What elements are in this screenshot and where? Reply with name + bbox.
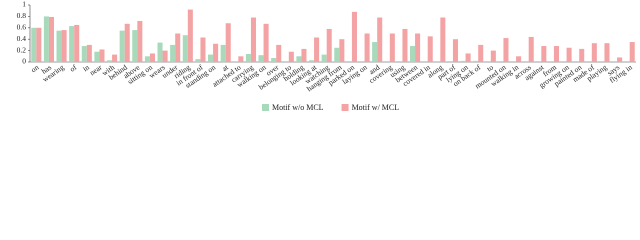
- bar: [36, 27, 42, 62]
- bar: [364, 33, 370, 62]
- bar: [200, 37, 206, 62]
- legend-label: Motif w/o MCL: [272, 103, 324, 112]
- bar: [225, 23, 231, 63]
- bar: [61, 30, 67, 62]
- bar: [579, 48, 585, 62]
- bar: [208, 54, 214, 62]
- bar: [288, 51, 294, 62]
- bar: [334, 47, 340, 62]
- bar: [460, 60, 466, 62]
- bar: [339, 39, 345, 62]
- bar: [452, 39, 458, 62]
- bar: [43, 16, 49, 62]
- bar: [321, 54, 327, 62]
- bar: [119, 30, 125, 62]
- bar: [157, 42, 163, 62]
- bar: [250, 17, 256, 62]
- bar: [112, 54, 118, 62]
- bar: [213, 43, 219, 62]
- bar: [503, 38, 509, 62]
- bar: [389, 33, 395, 62]
- y-tick-label: 0: [22, 57, 26, 66]
- legend: Motif w/o MCL Motif w/ MCL: [262, 103, 399, 112]
- y-tick-label: 0.2: [17, 45, 27, 54]
- bar: [427, 36, 433, 62]
- bar: [473, 60, 479, 62]
- bar: [48, 16, 54, 62]
- bar: [144, 56, 150, 62]
- bar: [410, 46, 416, 62]
- bar: [263, 23, 269, 63]
- bar: [107, 60, 113, 62]
- bar: [137, 20, 143, 62]
- x-tick-label: on: [29, 63, 41, 75]
- bar: [351, 11, 357, 62]
- bar: [553, 46, 559, 62]
- bar: [372, 42, 378, 62]
- bar: [74, 24, 80, 62]
- bar: [591, 43, 597, 62]
- bar: [465, 53, 471, 62]
- bar: [604, 43, 610, 62]
- bar: [516, 56, 522, 62]
- bar: [238, 56, 244, 62]
- bar: [245, 54, 251, 62]
- bar: [276, 44, 282, 62]
- bar: [86, 44, 92, 62]
- bar: [326, 28, 332, 62]
- bar: [187, 9, 193, 63]
- bar: [69, 26, 75, 62]
- y-tick-label: 0.6: [17, 23, 27, 32]
- bar: [175, 33, 181, 62]
- bar: [478, 44, 484, 62]
- bar: [170, 44, 176, 62]
- y-tick-label: 1: [22, 0, 26, 9]
- bar: [415, 33, 421, 62]
- bar: [301, 48, 307, 62]
- bar: [566, 47, 572, 62]
- bar: [81, 46, 87, 62]
- bar: [541, 46, 547, 62]
- bar: [162, 50, 168, 62]
- bar: [124, 23, 130, 63]
- bar: [490, 50, 496, 62]
- x-tick-label: in: [81, 63, 91, 74]
- bar: [149, 53, 155, 62]
- bar: [528, 36, 534, 62]
- y-tick-label: 0.4: [17, 34, 27, 43]
- bar: [132, 30, 138, 62]
- bar: [99, 49, 105, 62]
- bar: [220, 44, 226, 62]
- bar: [440, 17, 446, 62]
- x-tick-label: at: [220, 62, 230, 73]
- bar: [56, 30, 62, 62]
- bar: [182, 35, 188, 62]
- bar: [195, 59, 201, 62]
- bar: [402, 28, 408, 62]
- legend-swatch: [341, 104, 349, 111]
- bar: [31, 27, 37, 62]
- legend-swatch: [262, 104, 269, 111]
- x-tick-label: of: [68, 62, 79, 73]
- bar: [271, 58, 277, 62]
- x-tick-label: to: [485, 63, 495, 74]
- bar: [309, 60, 315, 62]
- bar: [314, 37, 320, 62]
- bar: [258, 55, 264, 62]
- bar: [94, 51, 100, 62]
- bar: [629, 42, 635, 62]
- legend-label: Motif w/ MCL: [352, 103, 400, 112]
- y-tick-label: 0.8: [17, 11, 27, 20]
- bar: [296, 56, 302, 62]
- bar: [377, 17, 383, 62]
- bar: [617, 57, 623, 62]
